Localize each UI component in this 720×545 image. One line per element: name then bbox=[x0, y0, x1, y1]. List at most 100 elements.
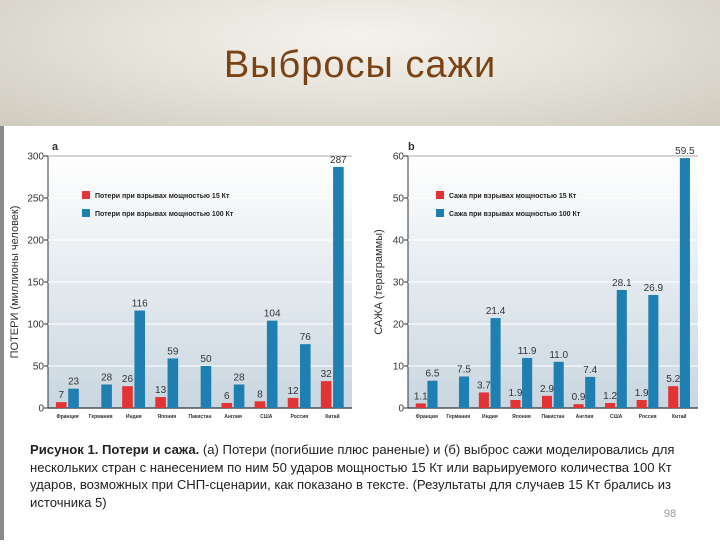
chart-a-bar-blue bbox=[200, 366, 212, 408]
chart-b-y-axis-label: САЖА (тераграммы) bbox=[373, 229, 385, 334]
chart-a-data-label: 26 bbox=[122, 374, 134, 385]
chart-a-category-label: Германия bbox=[89, 414, 113, 420]
chart-b-bar-blue bbox=[648, 295, 659, 408]
chart-b-bar-red bbox=[541, 395, 553, 408]
chart-b-category-label: Германия bbox=[446, 414, 470, 420]
chart-a-data-label: 59 bbox=[167, 346, 179, 357]
chart-b-category-label: Россия bbox=[639, 414, 657, 420]
chart-a-data-label: 13 bbox=[155, 385, 167, 396]
chart-b-bar-red bbox=[415, 403, 426, 408]
chart-b-bar-blue bbox=[458, 376, 470, 408]
chart-b-legend-swatch bbox=[436, 209, 444, 217]
chart-b-bar-red bbox=[478, 392, 489, 408]
chart-a-bar-blue bbox=[233, 384, 245, 408]
chart-b-data-label: 11.9 bbox=[518, 346, 537, 357]
chart-b-category-label: Китай bbox=[672, 413, 686, 420]
chart-a-category-label: США bbox=[260, 414, 273, 420]
chart-b-data-label: 1.2 bbox=[603, 391, 617, 402]
chart-a-bar-blue bbox=[134, 310, 146, 408]
chart-b-data-label: 21.4 bbox=[486, 306, 506, 317]
chart-a-y-tick-label: 50 bbox=[33, 362, 45, 373]
chart-a-legend-label: Потери при взрывах мощностью 100 Кт bbox=[95, 211, 234, 218]
chart-a-category-label: Китай bbox=[325, 413, 339, 420]
chart-b-data-label: 1.9 bbox=[635, 388, 649, 399]
chart-a-data-label: 8 bbox=[257, 389, 263, 400]
slide-header: Выбросы сажи bbox=[0, 0, 720, 126]
chart-a-data-label: 28 bbox=[234, 372, 246, 383]
chart-b-category-label: США bbox=[610, 414, 623, 420]
chart-b-data-label: 1.9 bbox=[508, 388, 522, 399]
left-edge-bar bbox=[0, 126, 4, 540]
figure-caption: Рисунок 1. Потери и сажа. (а) Потери (по… bbox=[30, 441, 720, 511]
chart-b-y-tick-label: 20 bbox=[393, 320, 405, 331]
chart-a-y-tick-label: 250 bbox=[27, 194, 44, 205]
slide-title: Выбросы сажи bbox=[223, 44, 497, 86]
chart-a-data-label: 12 bbox=[287, 386, 299, 397]
chart-b-y-tick-label: 10 bbox=[393, 362, 405, 373]
chart-b-data-label: 1.1 bbox=[414, 391, 428, 402]
chart-b-data-label: 11.0 bbox=[549, 350, 568, 361]
chart-a-y-tick-label: 200 bbox=[27, 236, 44, 247]
chart-a-bar-blue bbox=[101, 384, 112, 408]
chart-b-y-tick-label: 40 bbox=[393, 236, 405, 247]
chart-b-data-label: 59.5 bbox=[675, 146, 695, 157]
chart-b-legend-swatch bbox=[436, 191, 444, 199]
chart-a-y-tick-label: 100 bbox=[27, 320, 44, 331]
chart-b-data-label: 6.5 bbox=[426, 369, 440, 380]
chart-a-bar-red bbox=[155, 397, 166, 408]
chart-b-legend-label: Сажа при взрывах мощностью 15 Кт bbox=[449, 193, 577, 200]
chart-a-bar-red bbox=[55, 402, 67, 408]
chart-a-bar-blue bbox=[333, 166, 344, 408]
chart-b-bar-blue bbox=[553, 361, 564, 408]
chart-a-data-label: 287 bbox=[330, 155, 347, 166]
chart-b-data-label: 26.9 bbox=[644, 283, 664, 294]
chart-b-bar-blue bbox=[679, 158, 690, 408]
chart-b-data-label: 5.2 bbox=[666, 374, 680, 385]
chart-a-legend-swatch bbox=[82, 209, 90, 217]
caption-bold: Рисунок 1. Потери и сажа. bbox=[30, 442, 200, 457]
chart-b-bar-blue bbox=[585, 376, 596, 408]
chart-b-category-label: Пакистан bbox=[542, 414, 565, 420]
chart-b-legend-label: Сажа при взрывах мощностью 100 Кт bbox=[449, 211, 581, 218]
chart-b-category-label: Индия bbox=[482, 414, 498, 420]
chart-b-panel-label: b bbox=[408, 141, 415, 153]
chart-b-bar-blue bbox=[490, 318, 501, 408]
chart-b-data-label: 3.7 bbox=[477, 380, 491, 391]
chart-a-category-label: Япония bbox=[158, 414, 177, 420]
chart-a-data-label: 76 bbox=[300, 332, 312, 343]
chart-a-bar-blue bbox=[266, 320, 278, 408]
chart-b-bar-blue bbox=[427, 380, 438, 408]
chart-b-data-label: 2.9 bbox=[540, 384, 554, 395]
chart-b-category-label: Франция bbox=[416, 414, 438, 420]
chart-b-bar-red bbox=[605, 402, 616, 408]
chart-b-bar-red bbox=[573, 404, 584, 408]
chart-b-data-label: 0.9 bbox=[572, 392, 586, 403]
chart-a-data-label: 28 bbox=[101, 372, 113, 383]
chart-b-bar-red bbox=[510, 400, 521, 408]
chart-a-bar-red bbox=[122, 386, 133, 408]
chart-a-category-label: Пакистан bbox=[189, 414, 212, 420]
chart-a-panel-label: а bbox=[52, 141, 59, 153]
chart-a-data-label: 104 bbox=[264, 309, 281, 320]
chart-a-bar-blue bbox=[68, 388, 79, 408]
chart-a-bar-red bbox=[221, 402, 233, 408]
chart-a-category-label: Англия bbox=[224, 414, 242, 420]
chart-b-y-tick-label: 30 bbox=[393, 278, 405, 289]
chart-a-category-label: Россия bbox=[290, 414, 308, 420]
chart-a-data-label: 6 bbox=[224, 391, 230, 402]
chart-a-data-label: 32 bbox=[321, 369, 333, 380]
chart-b-data-label: 7.5 bbox=[457, 365, 471, 376]
chart-a-data-label: 23 bbox=[68, 377, 80, 388]
chart-a-y-tick-label: 0 bbox=[38, 404, 44, 415]
chart-a-y-tick-label: 300 bbox=[27, 152, 44, 163]
chart-b-category-label: Япония bbox=[512, 414, 531, 420]
chart-b-y-tick-label: 60 bbox=[393, 152, 405, 163]
chart-b-y-tick-label: 0 bbox=[398, 404, 404, 415]
chart-a-bar-blue bbox=[167, 358, 179, 408]
chart-b-bar-red bbox=[636, 400, 647, 408]
chart-a-bar-red bbox=[320, 381, 332, 408]
chart-b-data-label: 7.4 bbox=[583, 365, 597, 376]
figure-area: а 0 50 100 150 200 250 300 ПОТЕРИ (миллионы чело… bbox=[0, 126, 720, 540]
chart-a-bar-red bbox=[254, 401, 266, 408]
